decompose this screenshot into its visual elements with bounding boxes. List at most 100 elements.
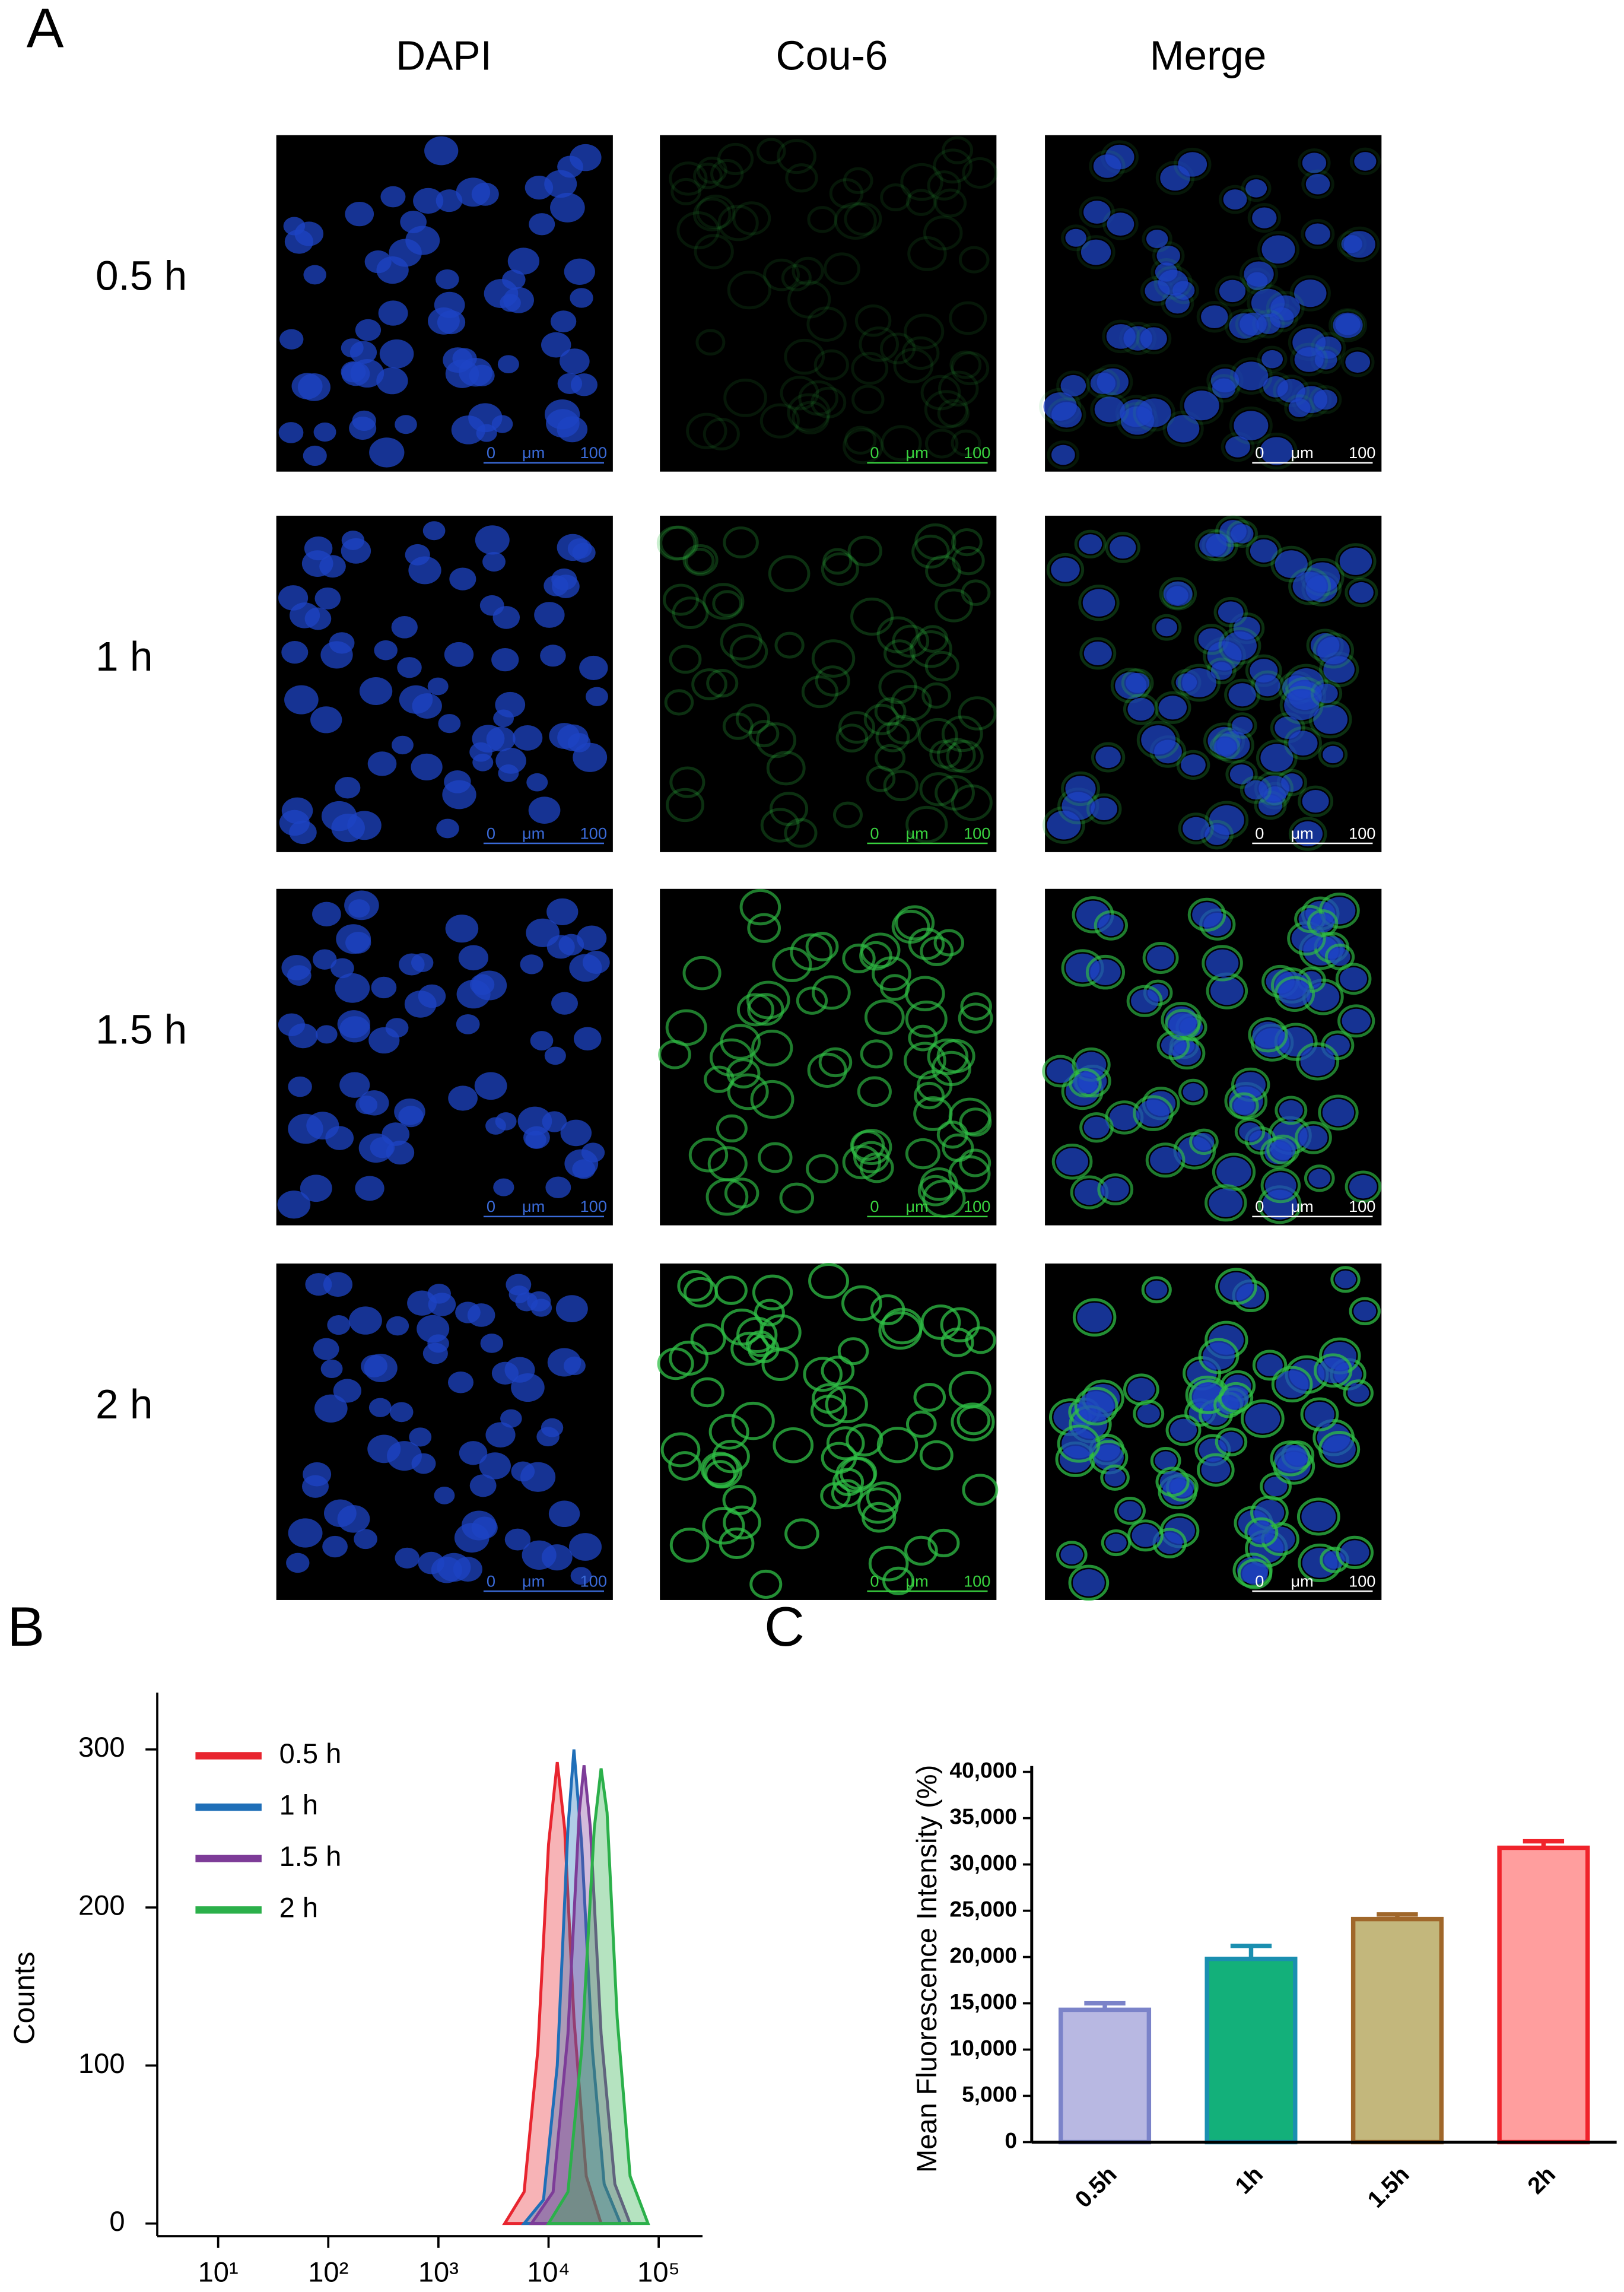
cell-signal	[1310, 679, 1343, 708]
cell-signal	[1086, 793, 1122, 825]
nucleus	[564, 258, 595, 285]
cell-signal	[1079, 196, 1115, 228]
nucleus	[1333, 312, 1363, 338]
nucleus	[1347, 1383, 1369, 1402]
nucleus	[1349, 582, 1374, 603]
cell-signal	[792, 401, 830, 434]
legend-label: 1 h	[279, 1789, 318, 1820]
legend-label: 2 h	[279, 1892, 318, 1923]
cell-signal	[1155, 160, 1195, 195]
nucleus	[507, 247, 540, 275]
nucleus	[277, 1191, 311, 1219]
nucleus	[427, 677, 449, 696]
cell-signal	[669, 766, 705, 798]
nucleus	[352, 410, 376, 431]
nucleus	[1158, 696, 1187, 720]
nucleus	[1274, 1445, 1307, 1472]
nucleus	[526, 918, 560, 947]
cell-signal	[1237, 1558, 1273, 1589]
nucleus	[581, 1142, 605, 1163]
scale-bar-label: 100	[964, 824, 990, 842]
nucleus	[579, 655, 608, 680]
cell-signal	[844, 426, 877, 455]
nucleus	[550, 310, 577, 333]
nucleus	[1106, 324, 1136, 349]
cell-signal	[909, 630, 952, 668]
micrograph: 0 μm 100	[1043, 515, 1382, 852]
cell-signal	[904, 313, 945, 350]
scale-bar-label: 0	[870, 443, 879, 462]
cell-signal	[1165, 1414, 1202, 1446]
nucleus	[376, 367, 408, 395]
nucleus	[1169, 1013, 1196, 1036]
cell-signal	[1076, 235, 1115, 269]
cell-signal	[1110, 668, 1151, 704]
nucleus	[1308, 1169, 1331, 1188]
cell-signal	[859, 941, 892, 971]
nucleus	[1098, 915, 1124, 937]
cell-signal	[686, 412, 727, 449]
nucleus	[1083, 641, 1112, 665]
cell-signal	[1219, 185, 1251, 214]
cell-signal	[857, 1487, 899, 1524]
cell-signal	[669, 645, 702, 674]
cell-signal	[1349, 1297, 1381, 1326]
nucleus	[437, 310, 466, 335]
nucleus	[1239, 1122, 1261, 1141]
nucleus	[1127, 1377, 1155, 1401]
nucleus	[1107, 212, 1134, 236]
cell-signal	[777, 139, 816, 174]
nucleus	[1260, 744, 1294, 772]
micrograph: 0 μm 100	[276, 1264, 613, 1600]
bar	[1497, 1845, 1590, 2145]
nucleus	[1317, 636, 1350, 665]
cell-signal	[965, 1326, 996, 1354]
cell-signal	[821, 1355, 855, 1386]
nucleus	[313, 949, 337, 970]
column-header: Cou-6	[776, 32, 888, 78]
cell-signal	[935, 774, 975, 811]
cell-signal	[691, 668, 727, 700]
nucleus	[1313, 389, 1337, 410]
cell-signal	[727, 1073, 769, 1110]
nucleus	[1261, 235, 1295, 264]
nucleus	[1090, 372, 1116, 394]
nucleus	[391, 616, 418, 639]
cell-signal	[1061, 771, 1101, 807]
nucleus	[355, 1095, 378, 1115]
nucleus	[1288, 398, 1311, 417]
nucleus	[335, 776, 361, 799]
cell-signal	[1047, 397, 1086, 432]
nucleus	[1073, 1072, 1098, 1093]
nucleus	[1156, 245, 1181, 266]
nucleus	[1240, 312, 1267, 336]
cell-signal	[656, 525, 697, 561]
nucleus	[1083, 201, 1111, 224]
nucleus	[1147, 946, 1175, 970]
cell-signal	[669, 1528, 710, 1563]
scale-bar-label: 100	[1349, 824, 1375, 842]
density-curve	[521, 1749, 623, 2226]
nucleus	[1288, 731, 1318, 756]
cell-signal	[1226, 519, 1258, 548]
nucleus	[1265, 1172, 1296, 1199]
cell-signal	[717, 205, 759, 242]
nucleus	[442, 780, 476, 809]
nucleus	[1293, 821, 1323, 847]
cell-signal	[1270, 545, 1312, 583]
cell-signal	[1335, 543, 1377, 580]
cell-signal	[829, 178, 864, 209]
cell-signal	[1235, 308, 1272, 340]
nucleus	[551, 992, 578, 1015]
cell-signal	[1288, 567, 1331, 605]
cell-signal	[682, 955, 722, 991]
cell-signal	[956, 1405, 991, 1436]
cell-signal	[842, 943, 876, 974]
cell-signal	[806, 306, 847, 342]
cell-signal	[952, 545, 985, 576]
cell-signal	[1309, 385, 1342, 414]
nucleus	[349, 1306, 382, 1335]
cell-signal	[935, 588, 973, 623]
scale-bar-label: μm	[522, 1197, 545, 1215]
cell-signal	[676, 211, 720, 250]
